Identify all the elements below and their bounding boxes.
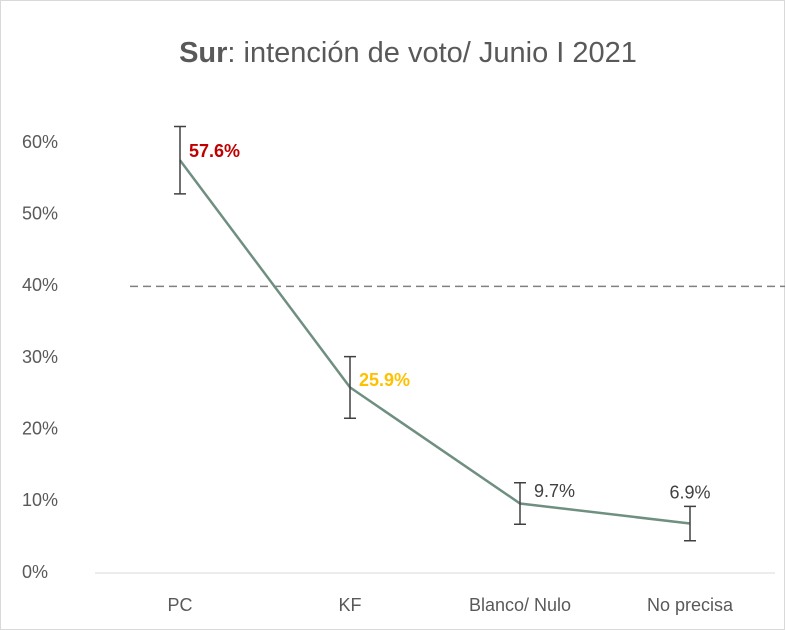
- x-tick-label: No precisa: [647, 595, 734, 615]
- value-label: 9.7%: [534, 481, 575, 501]
- y-tick-label: 30%: [22, 347, 58, 367]
- y-tick-label: 10%: [22, 490, 58, 510]
- y-tick-label: 0%: [22, 562, 48, 582]
- error-bar: [344, 355, 356, 419]
- value-label: 6.9%: [669, 482, 710, 502]
- value-label: 57.6%: [189, 141, 240, 161]
- y-tick-label: 40%: [22, 275, 58, 295]
- error-bar: [514, 481, 526, 526]
- y-tick-label: 50%: [22, 203, 58, 223]
- title-bold: Sur: [179, 37, 227, 69]
- error-bar: [174, 125, 186, 195]
- x-tick-label: Blanco/ Nulo: [469, 595, 571, 615]
- y-tick-label: 60%: [22, 132, 58, 152]
- value-label: 25.9%: [359, 370, 410, 390]
- y-tick-label: 20%: [22, 418, 58, 438]
- x-tick-label: KF: [338, 595, 361, 615]
- x-tick-label: PC: [167, 595, 192, 615]
- title-rest: : intención de voto/ Junio I 2021: [227, 37, 637, 69]
- error-bar: [684, 505, 696, 542]
- line: [178, 159, 691, 525]
- chart-title: Sur: intención de voto/ Junio I 2021: [179, 37, 637, 69]
